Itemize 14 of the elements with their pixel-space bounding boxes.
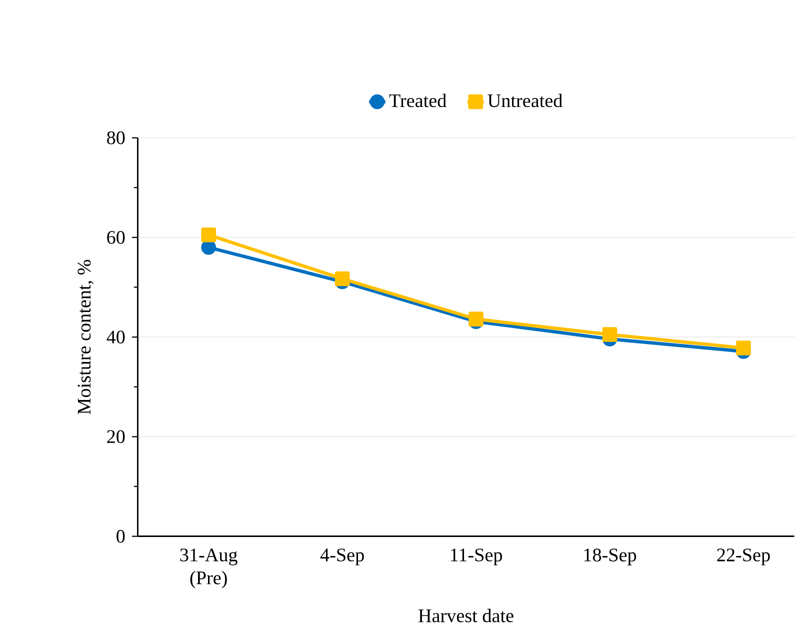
x-tick-label: 4-Sep <box>320 548 364 566</box>
y-tick-label: 20 <box>107 430 125 444</box>
y-tick-label: 60 <box>107 231 125 244</box>
y-tick-label: 0 <box>116 530 125 543</box>
x-tick-label: 11-Sep <box>450 548 502 566</box>
legend-label: Treated <box>389 94 446 108</box>
legend-label: Untreated <box>488 94 562 108</box>
x-tick-label: 22-Sep <box>717 548 770 566</box>
y-axis-title: Moisture content, % <box>78 260 94 414</box>
x-tick-label: 18-Sep <box>584 548 636 566</box>
y-tick-label: 40 <box>106 330 125 344</box>
x-axis-title: Harvest date <box>418 608 514 622</box>
y-tick-label: 80 <box>107 132 125 144</box>
x-tick-label: 31-Aug (Pre) <box>180 548 238 588</box>
